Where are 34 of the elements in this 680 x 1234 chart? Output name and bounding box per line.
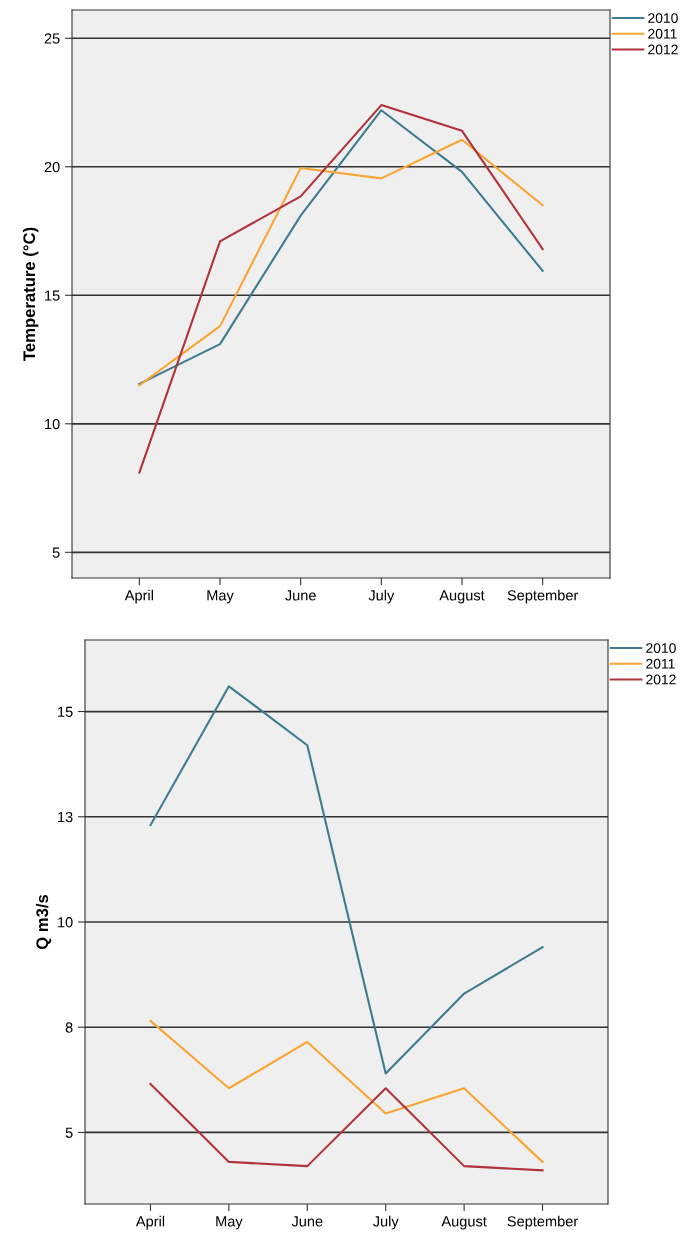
legend-label: 2010 <box>646 643 676 653</box>
y-tick-label: 8 <box>65 1022 73 1033</box>
legend-label: 2012 <box>646 674 676 685</box>
y-tick-label: 13 <box>58 811 73 823</box>
x-tick-label: April <box>124 589 153 604</box>
legend-label: 2011 <box>646 658 675 669</box>
y-tick-label: 20 <box>44 161 60 173</box>
x-tick-label: April <box>135 1215 165 1230</box>
y-tick-label: 5 <box>65 1127 73 1138</box>
x-tick-label: May <box>207 590 234 604</box>
y-tick-label: 15 <box>58 706 73 717</box>
x-tick-label: September <box>507 1215 578 1230</box>
x-tick-label: June <box>291 1216 323 1227</box>
line-series <box>149 1019 544 1163</box>
legend-label: 2011 <box>648 28 677 39</box>
x-tick-label: July <box>372 1215 399 1230</box>
legend-label: 2010 <box>648 13 678 23</box>
legend-label: 2012 <box>648 44 678 55</box>
y-tick-label: 5 <box>52 547 60 558</box>
y-axis-title: Temperature (°C) <box>22 227 39 361</box>
x-tick-label: August <box>439 590 485 604</box>
line-series <box>138 104 544 474</box>
line-series <box>149 685 544 1075</box>
y-axis-title: Q m3/s <box>35 894 52 950</box>
x-tick-label: July <box>368 589 395 604</box>
x-tick-label: August <box>441 1216 487 1230</box>
x-tick-label: September <box>507 589 579 604</box>
line-series <box>149 1083 544 1172</box>
y-tick-label: 25 <box>44 33 60 44</box>
y-tick-label: 10 <box>58 917 73 928</box>
y-tick-label: 10 <box>45 418 60 430</box>
x-tick-label: May <box>216 1216 243 1230</box>
x-tick-label: June <box>285 590 316 601</box>
y-tick-label: 15 <box>45 290 60 301</box>
